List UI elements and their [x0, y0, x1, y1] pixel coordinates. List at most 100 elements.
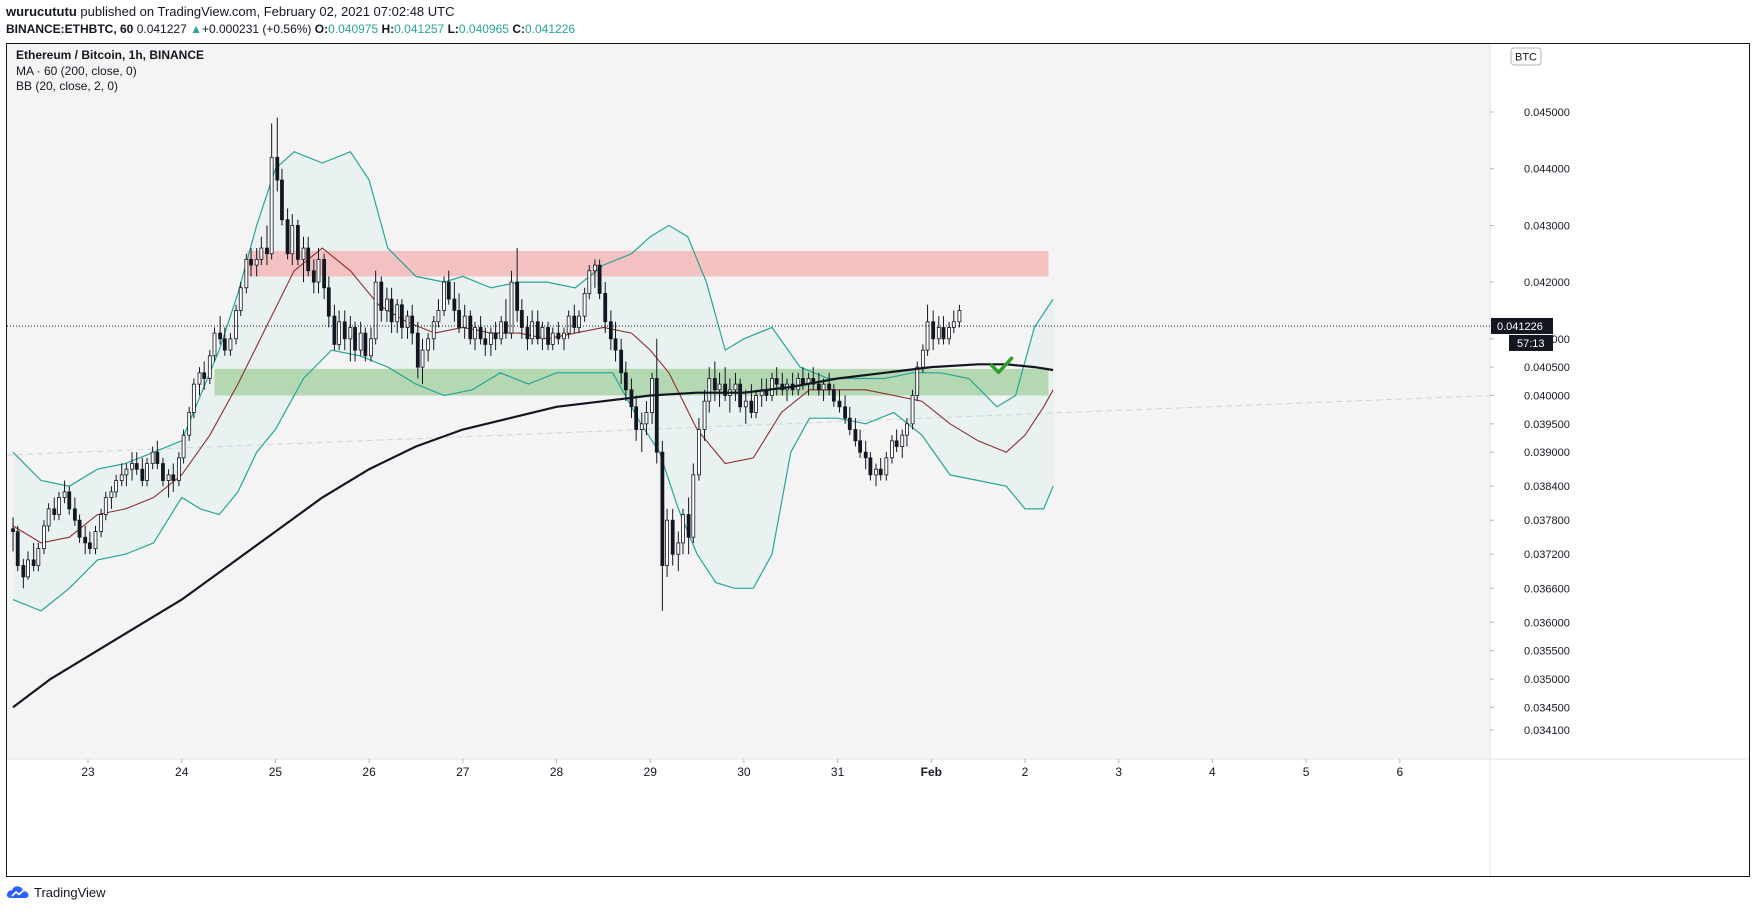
candle[interactable] [644, 401, 649, 436]
candle[interactable] [134, 452, 139, 475]
candle[interactable] [697, 418, 701, 481]
resistance-zone[interactable] [247, 250, 1049, 277]
candle[interactable] [483, 327, 488, 356]
candle[interactable] [238, 282, 243, 317]
candle[interactable] [717, 372, 722, 407]
candle[interactable] [582, 287, 587, 322]
candle[interactable] [155, 440, 160, 470]
candle[interactable] [57, 491, 61, 521]
candle[interactable] [535, 310, 540, 345]
candle[interactable] [187, 406, 192, 441]
candle[interactable] [499, 316, 504, 345]
candle[interactable] [431, 316, 436, 351]
candle[interactable] [821, 378, 826, 402]
candle[interactable] [623, 361, 628, 402]
candle[interactable] [530, 310, 535, 345]
candle[interactable] [140, 457, 145, 487]
candle[interactable] [218, 316, 223, 345]
candle[interactable] [796, 372, 801, 396]
candle[interactable] [171, 463, 176, 492]
candle[interactable] [322, 253, 327, 300]
candle[interactable] [660, 440, 665, 611]
candle[interactable] [868, 452, 873, 481]
candle[interactable] [410, 304, 415, 345]
candle[interactable] [473, 321, 477, 351]
candle[interactable] [259, 236, 264, 266]
candle[interactable] [337, 310, 342, 351]
candle[interactable] [951, 310, 956, 334]
candle[interactable] [462, 304, 467, 339]
candle[interactable] [525, 316, 530, 351]
candle[interactable] [228, 333, 233, 356]
candle[interactable] [910, 389, 915, 430]
candle[interactable] [905, 418, 909, 447]
candle[interactable] [290, 214, 295, 266]
candle[interactable] [509, 270, 514, 339]
candle[interactable] [519, 299, 524, 339]
candle[interactable] [87, 531, 92, 555]
candle[interactable] [373, 270, 378, 345]
candle[interactable] [452, 282, 457, 322]
candle[interactable] [119, 463, 124, 487]
ma-200-line[interactable] [12, 363, 1054, 709]
candle[interactable] [597, 259, 602, 300]
candle[interactable] [212, 327, 217, 362]
candle[interactable] [957, 304, 962, 328]
candle[interactable] [707, 367, 712, 413]
candle[interactable] [670, 508, 675, 566]
candle[interactable] [665, 508, 669, 577]
candle[interactable] [420, 338, 425, 385]
candle[interactable] [415, 321, 420, 379]
tradingview-brand[interactable]: TradingView [6, 884, 106, 900]
candle[interactable] [130, 452, 134, 481]
candle[interactable] [83, 525, 88, 555]
candle[interactable] [723, 367, 728, 402]
candle[interactable] [161, 457, 165, 487]
candle[interactable] [712, 361, 717, 402]
candle[interactable] [202, 361, 207, 390]
candle[interactable] [442, 276, 446, 317]
candle[interactable] [306, 236, 311, 277]
candle[interactable] [93, 525, 98, 555]
candle[interactable] [478, 316, 483, 345]
candle[interactable] [42, 520, 46, 555]
candle[interactable] [837, 389, 842, 413]
candle[interactable] [197, 367, 202, 396]
candle[interactable] [249, 248, 253, 277]
candle[interactable] [99, 508, 104, 538]
candle[interactable] [176, 452, 181, 487]
price-chart[interactable]: 0.0410000.0450000.0440000.0430000.042000… [7, 44, 1749, 876]
candle[interactable] [26, 551, 30, 580]
chart-frame[interactable]: 0.0410000.0450000.0440000.0430000.042000… [6, 43, 1750, 877]
candle[interactable] [468, 310, 473, 345]
candle[interactable] [150, 446, 155, 470]
candle[interactable] [634, 395, 639, 441]
candle[interactable] [166, 469, 171, 498]
author-name[interactable]: wurucututu [6, 4, 77, 19]
candle[interactable] [332, 304, 337, 351]
candle[interactable] [863, 440, 868, 470]
candle[interactable] [348, 316, 353, 362]
candle[interactable] [342, 310, 347, 351]
candle[interactable] [676, 531, 681, 572]
candle[interactable] [843, 395, 847, 424]
candle[interactable] [915, 361, 920, 402]
candle[interactable] [353, 321, 357, 362]
candle[interactable] [831, 384, 836, 407]
candle[interactable] [399, 299, 404, 339]
candle[interactable] [244, 253, 249, 294]
candle[interactable] [774, 367, 779, 396]
candle[interactable] [743, 389, 748, 424]
candle[interactable] [556, 321, 561, 345]
candle[interactable] [900, 429, 905, 458]
candle[interactable] [103, 491, 108, 521]
candle[interactable] [301, 236, 306, 283]
candle[interactable] [550, 327, 555, 351]
candle[interactable] [234, 304, 238, 345]
candle[interactable] [426, 333, 431, 362]
candle[interactable] [853, 418, 858, 447]
candle[interactable] [577, 310, 581, 334]
candle[interactable] [436, 299, 441, 328]
candle[interactable] [608, 310, 613, 351]
candle[interactable] [109, 486, 114, 509]
